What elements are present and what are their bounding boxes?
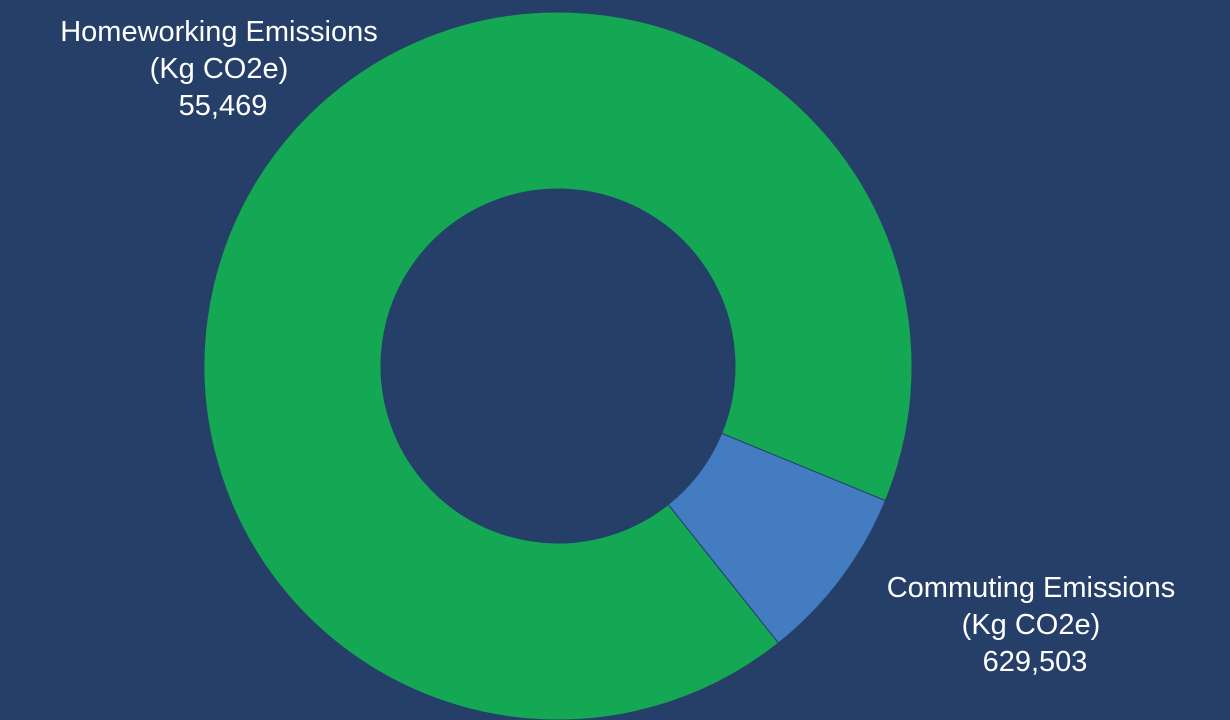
homeworking-label-name: Homeworking Emissions	[60, 16, 378, 48]
commuting-label-name: Commuting Emissions	[887, 572, 1175, 604]
commuting-label: Commuting Emissions (Kg CO2e) 629,503	[887, 572, 1184, 678]
labels-layer: Homeworking Emissions (Kg CO2e) 55,469 C…	[60, 16, 1184, 678]
commuting-label-unit: (Kg CO2e)	[962, 609, 1101, 641]
slice-commuting-emissions	[203, 11, 913, 720]
commuting-label-value: 629,503	[983, 646, 1088, 678]
homeworking-label: Homeworking Emissions (Kg CO2e) 55,469	[60, 16, 386, 122]
homeworking-label-value: 55,469	[179, 90, 268, 122]
homeworking-label-unit: (Kg CO2e)	[150, 53, 289, 85]
slices-layer	[203, 11, 913, 720]
